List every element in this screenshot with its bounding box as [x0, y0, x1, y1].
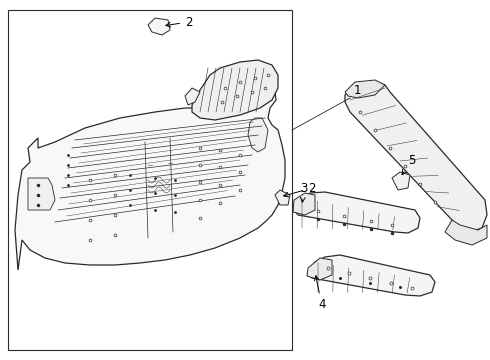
Text: 4: 4	[315, 276, 325, 311]
Polygon shape	[248, 118, 268, 152]
Bar	[8, 10, 292, 350]
Polygon shape	[185, 88, 200, 105]
Polygon shape	[192, 60, 278, 120]
Polygon shape	[294, 192, 420, 233]
Text: 5: 5	[402, 153, 416, 175]
Polygon shape	[445, 220, 487, 245]
Polygon shape	[28, 178, 55, 210]
Text: 2: 2	[166, 15, 193, 28]
Polygon shape	[345, 82, 487, 232]
Text: 2: 2	[284, 181, 316, 197]
Text: 1: 1	[354, 84, 362, 96]
Polygon shape	[293, 193, 315, 215]
Polygon shape	[392, 172, 410, 190]
Polygon shape	[15, 68, 285, 270]
Polygon shape	[345, 80, 385, 98]
Polygon shape	[275, 190, 290, 205]
Text: 3: 3	[300, 181, 307, 202]
Polygon shape	[308, 255, 435, 296]
Polygon shape	[148, 18, 170, 35]
Polygon shape	[307, 258, 332, 280]
